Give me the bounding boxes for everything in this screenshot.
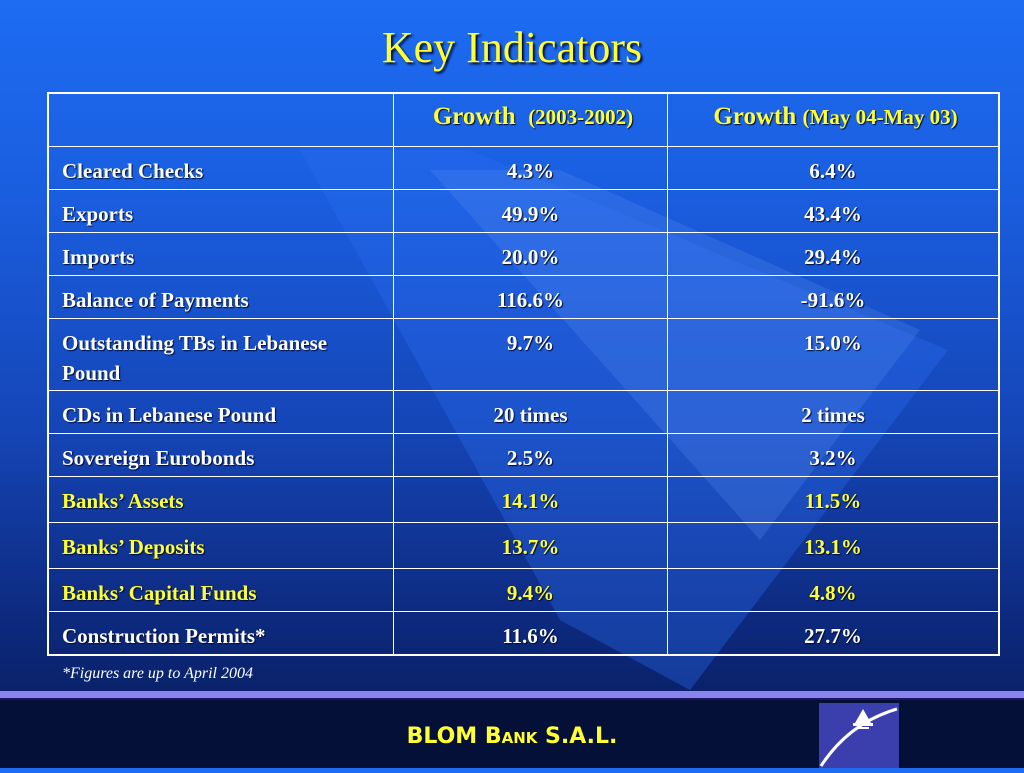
row-value-growth-may: 43.4% [667,189,1000,233]
row-value-growth-may: 6.4% [667,146,1000,190]
table-row: Exports 49.9% 43.4% [47,189,1000,233]
row-value-growth-may: 15.0% [667,318,1000,391]
table-row: Balance of Payments 116.6% -91.6% [47,275,1000,319]
table-row: Sovereign Eurobonds 2.5% 3.2% [47,433,1000,477]
footer-separator-shadow [0,698,1024,700]
row-value-growth-2003: 20 times [393,390,668,434]
row-label: CDs in Lebanese Pound [47,390,394,434]
header-sub: (May 04-May 03) [802,105,958,129]
row-label: Sovereign Eurobonds [47,433,394,477]
row-value-growth-2003: 116.6% [393,275,668,319]
row-label: Banks’ Capital Funds [47,568,394,612]
row-label: Imports [47,232,394,276]
header-main: Growth [432,103,516,130]
table-row: Cleared Checks 4.3% 6.4% [47,146,1000,190]
table-header-row: Growth (2003-2002) Growth (May 04-May 03… [47,92,1000,147]
key-indicators-table: Growth (2003-2002) Growth (May 04-May 03… [47,92,1000,656]
blom-logo-icon [819,703,899,768]
header-cell-growth-2003: Growth (2003-2002) [393,92,668,147]
table-row: CDs in Lebanese Pound 20 times 2 times [47,390,1000,434]
row-label: Balance of Payments [47,275,394,319]
row-value-growth-2003: 49.9% [393,189,668,233]
row-value-growth-may: 13.1% [667,522,1000,569]
header-cell-growth-may: Growth (May 04-May 03) [667,92,1000,147]
row-label: Banks’ Assets [47,476,394,523]
row-value-growth-2003: 9.4% [393,568,668,612]
row-value-growth-may: 29.4% [667,232,1000,276]
row-label: Construction Permits* [47,611,394,655]
row-value-growth-may: 2 times [667,390,1000,434]
row-value-growth-2003: 2.5% [393,433,668,477]
page-title: Key Indicators [381,23,643,72]
footnote: *Figures are up to April 2004 [62,665,253,682]
row-value-growth-may: 4.8% [667,568,1000,612]
row-value-growth-2003: 11.6% [393,611,668,655]
row-value-growth-2003: 13.7% [393,522,668,569]
footer-brand: BLOM Bank S.A.L. [406,724,618,749]
row-label: Exports [47,189,394,233]
row-value-growth-2003: 14.1% [393,476,668,523]
row-value-growth-may: 11.5% [667,476,1000,523]
table-row: Imports 20.0% 29.4% [47,232,1000,276]
row-value-growth-2003: 9.7% [393,318,668,391]
header-sub: (2003-2002) [528,105,634,129]
table-row: Banks’ Assets 14.1% 11.5% [47,476,1000,523]
table-row: Construction Permits* 11.6% 27.7% [47,611,1000,655]
row-value-growth-2003: 20.0% [393,232,668,276]
table-row: Outstanding TBs in Lebanese Pound 9.7% 1… [47,318,1000,391]
row-value-growth-may: 3.2% [667,433,1000,477]
row-label: Outstanding TBs in Lebanese Pound [47,318,394,391]
row-value-growth-may: -91.6% [667,275,1000,319]
row-label: Cleared Checks [47,146,394,190]
header-main: Growth [713,103,797,130]
row-label: Banks’ Deposits [47,522,394,569]
row-value-growth-may: 27.7% [667,611,1000,655]
row-value-growth-2003: 4.3% [393,146,668,190]
table-row: Banks’ Capital Funds 9.4% 4.8% [47,568,1000,612]
header-cell-blank [47,92,394,147]
table-row: Banks’ Deposits 13.7% 13.1% [47,522,1000,569]
footer-separator [0,691,1024,698]
